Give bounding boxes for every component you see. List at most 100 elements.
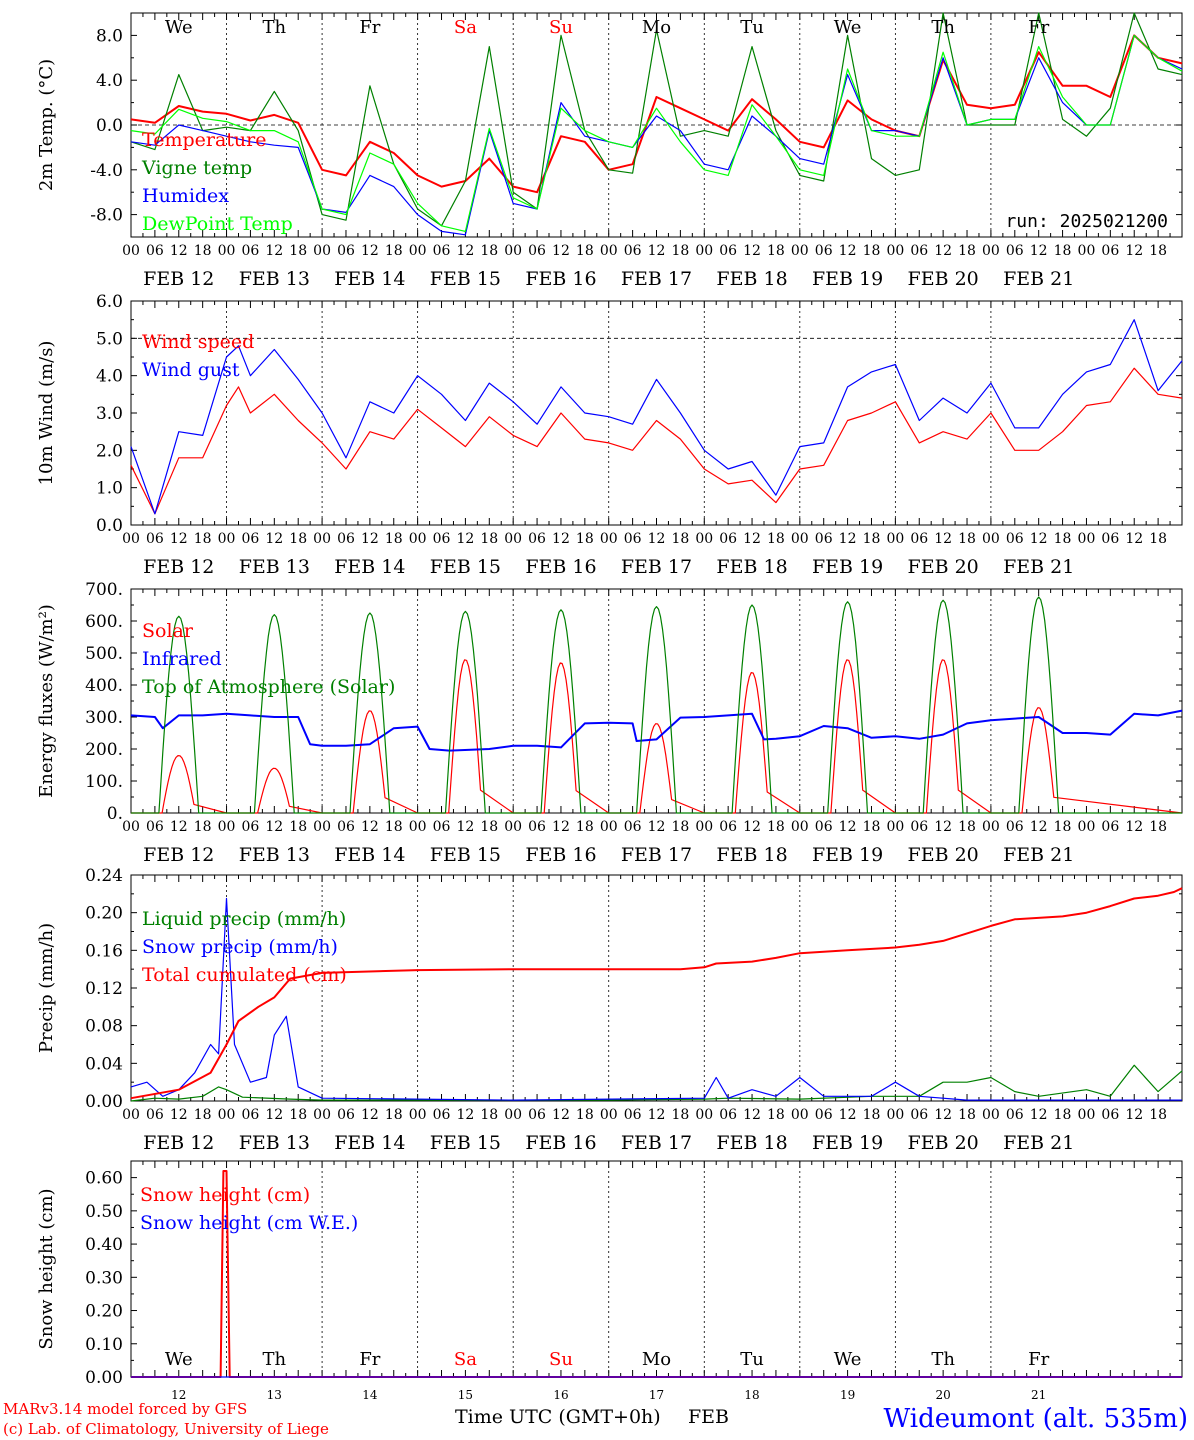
hour-tick-label: 12 — [170, 531, 188, 547]
weekday-label: We — [834, 1349, 862, 1370]
hour-tick-label: 06 — [337, 819, 355, 835]
y-tick-label: 300. — [85, 708, 123, 728]
hour-tick-label: 18 — [863, 243, 881, 259]
day-number: 14 — [362, 1388, 378, 1402]
weekday-label: Fr — [1028, 1349, 1049, 1370]
y-axis-label: 10m Wind (m/s) — [36, 341, 57, 486]
hour-tick-label: 00 — [122, 531, 140, 547]
date-label: FEB 13 — [239, 268, 310, 290]
weekday-label: Sa — [454, 17, 477, 38]
hour-tick-label: 06 — [433, 531, 451, 547]
hour-tick-label: 18 — [289, 819, 307, 835]
hour-tick-label: 06 — [1101, 1107, 1119, 1123]
hour-tick-label: 12 — [743, 1107, 761, 1123]
series-line-dewpoint-temp — [130, 34, 1183, 232]
weekday-label: We — [834, 17, 862, 38]
hour-tick-label: 12 — [648, 1107, 666, 1123]
day-number: 20 — [935, 1388, 950, 1402]
weekday-label: Th — [931, 17, 955, 38]
hour-tick-label: 18 — [480, 1107, 498, 1123]
hour-tick-label: 00 — [313, 1107, 331, 1123]
series-line-vigne-temp — [130, 12, 1183, 227]
hour-tick-label: 00 — [218, 531, 236, 547]
hour-tick-label: 18 — [385, 243, 403, 259]
date-label: FEB 13 — [239, 1132, 310, 1154]
date-label: FEB 17 — [621, 556, 692, 578]
y-tick-label: 0.12 — [85, 979, 123, 999]
y-tick-label: 6.0 — [96, 292, 123, 312]
hour-tick-label: 18 — [385, 819, 403, 835]
hour-tick-label: 12 — [743, 531, 761, 547]
y-tick-label: -8.0 — [90, 206, 123, 226]
legend-entry: Snow height (cm) — [140, 1184, 310, 1206]
date-label: FEB 14 — [334, 268, 405, 290]
hour-tick-label: 00 — [409, 1107, 427, 1123]
y-axis-label: 2m Temp. (°C) — [36, 59, 57, 191]
hour-tick-label: 00 — [1078, 1107, 1096, 1123]
legend-entry: DewPoint Temp — [142, 213, 293, 235]
date-label: FEB 13 — [239, 844, 310, 866]
hour-tick-label: 12 — [934, 531, 952, 547]
y-tick-label: 1.0 — [96, 479, 123, 499]
hour-tick-label: 18 — [767, 243, 785, 259]
day-number: 17 — [649, 1388, 664, 1402]
y-axis-label: Snow height (cm) — [36, 1188, 57, 1349]
hour-tick-label: 18 — [289, 243, 307, 259]
date-label: FEB 20 — [908, 1132, 979, 1154]
hour-tick-label: 06 — [146, 531, 164, 547]
legend-entry: Total cumulated (cm) — [142, 964, 347, 986]
month-label: FEB — [688, 1406, 729, 1428]
legend-entry: Snow height (cm W.E.) — [140, 1212, 358, 1234]
hour-tick-label: 12 — [170, 819, 188, 835]
y-axis-label: Energy fluxes (W/m²) — [36, 604, 57, 798]
hour-tick-label: 18 — [863, 1107, 881, 1123]
hour-tick-label: 18 — [576, 531, 594, 547]
series-line-humidex — [130, 34, 1183, 236]
date-label: FEB 19 — [812, 556, 883, 578]
hour-tick-label: 06 — [815, 243, 833, 259]
hour-tick-label: 18 — [480, 531, 498, 547]
hour-tick-label: 12 — [265, 531, 283, 547]
series-line-wind-speed — [130, 367, 1183, 515]
hour-tick-label: 18 — [480, 243, 498, 259]
hour-tick-label: 00 — [982, 531, 1000, 547]
hour-tick-label: 06 — [146, 243, 164, 259]
y-tick-label: 0.24 — [85, 866, 123, 886]
hour-tick-label: 12 — [839, 1107, 857, 1123]
hour-tick-label: 18 — [767, 531, 785, 547]
hour-tick-label: 12 — [934, 243, 952, 259]
day-number: 21 — [1031, 1388, 1046, 1402]
hour-tick-label: 00 — [504, 243, 522, 259]
plot-frame — [130, 588, 1183, 814]
hour-tick-label: 12 — [1030, 531, 1048, 547]
hour-tick-label: 18 — [576, 1107, 594, 1123]
weekday-label: Th — [263, 1349, 287, 1370]
hour-tick-label: 18 — [289, 531, 307, 547]
date-label: FEB 12 — [143, 844, 214, 866]
legend-entry: Temperature — [142, 129, 266, 151]
weekday-label: Fr — [359, 1349, 380, 1370]
hour-tick-label: 00 — [409, 243, 427, 259]
hour-tick-label: 00 — [1078, 531, 1096, 547]
legend-entry: Liquid precip (mm/h) — [142, 908, 346, 930]
date-label: FEB 12 — [143, 556, 214, 578]
y-tick-label: 200. — [85, 740, 123, 760]
date-label: FEB 17 — [621, 1132, 692, 1154]
y-tick-label: 700. — [85, 580, 123, 600]
y-tick-label: 5.0 — [96, 329, 123, 349]
hour-tick-label: 18 — [385, 1107, 403, 1123]
weekday-label: Fr — [359, 17, 380, 38]
y-tick-label: 3.0 — [96, 404, 123, 424]
y-tick-label: 0.10 — [85, 1335, 123, 1355]
panel-4: 0.00 0.04 0.08 0.12 0.16 0.20 0.24 Precip (mm/h… — [36, 866, 1183, 1154]
hour-tick-label: 06 — [815, 531, 833, 547]
hour-tick-label: 06 — [146, 819, 164, 835]
date-label: FEB 21 — [1003, 844, 1074, 866]
hour-tick-label: 12 — [361, 531, 379, 547]
hour-tick-label: 06 — [1006, 243, 1024, 259]
hour-tick-label: 00 — [886, 1107, 904, 1123]
hour-tick-label: 18 — [671, 243, 689, 259]
hour-tick-label: 00 — [313, 531, 331, 547]
hour-tick-label: 00 — [1078, 243, 1096, 259]
